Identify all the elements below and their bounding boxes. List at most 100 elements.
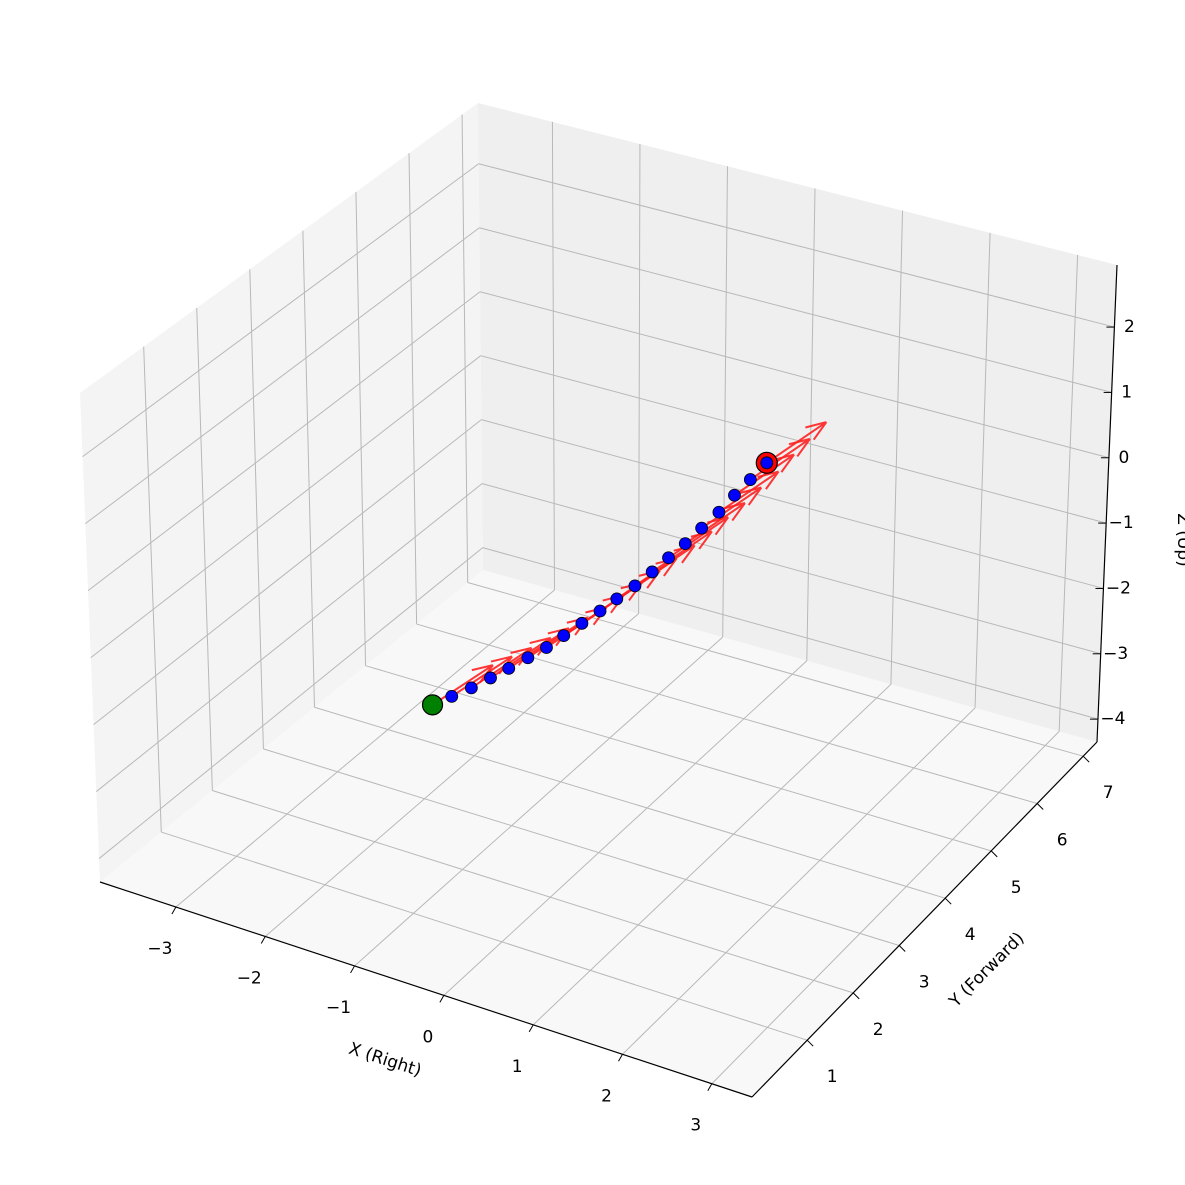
grid-line [478,163,1115,328]
trajectory-point [593,604,607,618]
trajectory-point [540,641,553,654]
grid-line [551,121,555,591]
grid-line [974,232,991,708]
tick-mark [852,992,860,1000]
trajectory-point [445,689,459,703]
grid-line [314,706,946,899]
tick-mark [260,936,266,944]
grid-line [87,291,481,592]
grid-line [143,346,162,833]
trajectory-point [575,616,589,630]
grid-line [98,547,484,859]
z-tick-label: −1 [1109,513,1134,533]
z-tick-label: −4 [1100,709,1125,729]
marks [421,421,828,716]
trajectory-point [464,681,478,695]
grid-line [249,269,264,749]
z-tick-label: 2 [1124,317,1135,337]
floor-pane [100,570,1097,1097]
y-tick-label: 7 [1103,783,1114,803]
grid-line [365,665,992,852]
trajectory-point [760,456,774,470]
tick-mark [990,850,998,858]
grid-line [196,307,213,791]
grid-line [443,660,808,996]
trajectory-point [712,505,726,519]
grid-line [212,790,854,994]
tick-mark [439,995,445,1003]
grid-line [90,355,482,658]
grid-line [416,623,1038,805]
y-tick-label: 5 [1011,878,1022,898]
trajectory-point [743,473,757,486]
arrow-shape [766,421,828,464]
x-tick-label: −3 [147,939,172,959]
tick-mark [1036,803,1044,810]
y-axis-line [751,741,1098,1098]
x-tick-label: 3 [690,1116,701,1136]
grid-line [722,166,728,638]
grid-line [479,227,1112,393]
x-axis-line [99,881,753,1098]
grid-line [175,589,555,908]
grid-line [806,188,816,661]
x-tick-label: 1 [512,1057,523,1077]
grid-line [82,163,479,458]
grid-line [93,419,482,725]
trajectory-point [610,592,624,606]
trajectory-point [502,661,516,675]
trajectory-point [557,629,571,643]
grid-line [461,114,469,583]
y-tick-label: 2 [873,1020,884,1040]
z-axis-label: Z (Up) [1173,513,1185,567]
y-tick-label: 1 [827,1067,838,1087]
grid-line [408,153,418,625]
grid-line [263,748,900,947]
grid-line [480,355,1107,524]
tick-mark [171,906,177,915]
trajectory-point [484,671,497,685]
tick-mark [618,1054,623,1062]
z-tick-label: −2 [1106,578,1131,598]
grid-line [482,547,1099,720]
x-tick-label: 2 [601,1086,612,1106]
trajectory-point [645,565,659,579]
grid-line [479,291,1110,459]
y-tick-label: 4 [965,925,976,945]
z-axis-line [1096,264,1118,743]
z-tick-label: 0 [1119,448,1130,468]
grid-line [354,636,724,967]
grid-line [638,144,641,614]
left-pane [80,103,483,882]
grid-line [467,581,1084,757]
z-tick-label: 1 [1121,382,1132,402]
x-tick-label: −2 [237,968,262,988]
trajectory-point [521,651,535,665]
y-tick-label: 6 [1057,831,1068,851]
trajectory-point [628,579,642,593]
grid-line [85,227,480,525]
grid [82,114,1115,1085]
axes: −3 −2 −1 0 1 2 3 1 2 3 4 5 6 7 −4 −3 −2 −1 0 1 2 [99,264,1135,1136]
x-axis-label: X (Right) [346,1039,424,1081]
grid-line [95,483,483,792]
grid-line [355,191,367,666]
tick-mark [944,897,952,905]
start-marker [421,694,444,716]
grid-line [1058,254,1079,732]
grid-line [161,831,808,1041]
x-tick-label: 0 [422,1027,433,1047]
y-tick-label: 3 [919,973,930,993]
tick-mark [350,965,355,974]
grid-line [264,613,639,937]
trajectory-point [695,521,709,535]
tick-mark [806,1039,814,1047]
panes [80,103,1117,1097]
grid-line [890,210,904,685]
grid-line [711,731,1060,1085]
tick-mark [898,945,906,952]
tick-mark [1082,755,1090,763]
tick-mark [528,1024,534,1033]
grid-line [302,230,315,708]
